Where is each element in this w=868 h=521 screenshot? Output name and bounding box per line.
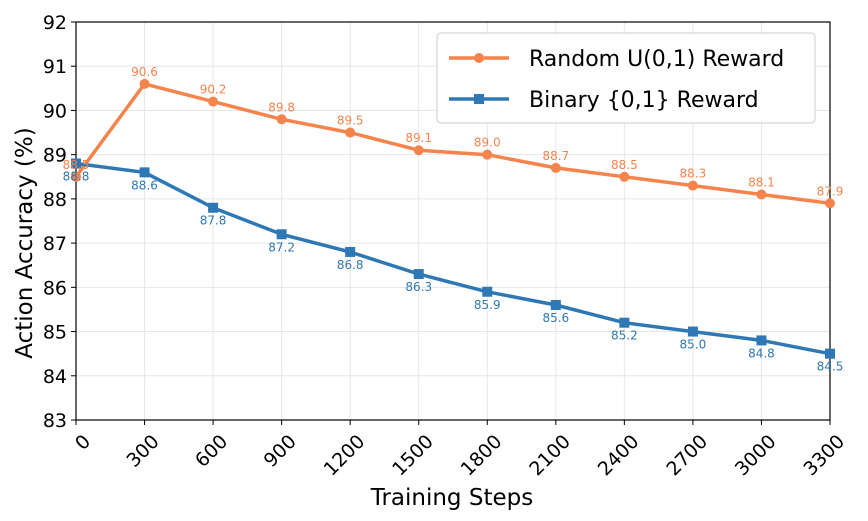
x-tick-label-3: 900 [260, 431, 301, 472]
x-tick-label-10: 3000 [731, 431, 781, 481]
y-tick-label-6: 89 [43, 145, 67, 167]
y-tick-label-7: 90 [43, 100, 67, 122]
series-0-point-11 [825, 198, 835, 209]
series-0-point-2 [208, 96, 219, 107]
x-tick-label-7: 2100 [525, 431, 575, 481]
series-1-data-label-7: 85.6 [542, 311, 569, 325]
x-tick-label-4: 1200 [320, 431, 370, 481]
series-1-point-6 [482, 286, 493, 297]
series-0-data-label-11: 87.9 [817, 184, 844, 198]
series-1-point-4 [345, 246, 356, 257]
series-0-data-label-1: 90.6 [131, 65, 158, 79]
series-1-data-label-8: 85.2 [611, 329, 638, 343]
series-0-point-10 [756, 189, 767, 200]
series-0-point-1 [139, 78, 150, 89]
series-0-point-3 [276, 114, 287, 125]
series-1-point-5 [413, 269, 424, 280]
series-line-1 [75, 161, 831, 356]
series-1-point-8 [619, 317, 630, 328]
series-1-point-7 [550, 300, 561, 311]
series-0-data-label-0: 88.5 [63, 158, 90, 172]
x-tick-label-5: 1500 [388, 431, 438, 481]
legend: Random U(0,1) Reward Binary {0,1} Reward [436, 32, 816, 124]
series-0-point-5 [413, 145, 424, 156]
legend-label-1: Binary {0,1} Reward [529, 88, 759, 113]
y-tick-label-2: 85 [43, 322, 67, 344]
x-tick-label-11: 3300 [799, 431, 849, 481]
series-0-point-6 [482, 149, 493, 160]
x-tick-label-1: 300 [122, 431, 163, 472]
x-tick-label-9: 2700 [662, 431, 712, 481]
series-1-data-label-0: 88.8 [63, 170, 90, 184]
series-0-data-label-9: 88.3 [680, 167, 707, 181]
series-0-data-label-3: 89.8 [268, 100, 295, 114]
series-0-point-4 [345, 127, 356, 138]
series-1-data-label-1: 88.6 [131, 178, 158, 192]
legend-label-0: Random U(0,1) Reward [529, 47, 784, 72]
series-1-data-label-11: 84.5 [817, 360, 844, 374]
series-line-0 [74, 82, 831, 206]
y-tick-label-8: 91 [43, 56, 67, 78]
series-0-data-label-10: 88.1 [748, 175, 775, 189]
y-tick-label-3: 86 [43, 277, 67, 299]
series-0-point-7 [550, 162, 561, 173]
y-tick-label-0: 83 [43, 410, 67, 432]
legend-marker-0 [474, 53, 484, 63]
y-tick-label-5: 88 [43, 189, 67, 211]
series-1-point-3 [276, 229, 287, 240]
series-1-data-label-6: 85.9 [474, 298, 501, 312]
plot-frame [75, 21, 831, 421]
series-0-point-0 [71, 171, 81, 182]
y-tick-label-4: 87 [43, 233, 67, 255]
series-0-data-label-6: 89.0 [474, 136, 501, 150]
series-0-point-8 [619, 171, 630, 182]
y-axis-title: Action Accuracy (%) [12, 127, 38, 358]
x-tick-label-0: 0 [71, 431, 95, 455]
series-1-data-label-9: 85.0 [680, 338, 707, 352]
series-1-point-0 [71, 158, 81, 169]
series-1-data-label-10: 84.8 [748, 346, 775, 360]
series-0-data-label-5: 89.1 [405, 131, 432, 145]
x-tick-label-2: 600 [191, 431, 232, 472]
x-tick-label-6: 1800 [457, 431, 507, 481]
series-1-data-label-2: 87.8 [200, 214, 227, 228]
series-1-point-9 [687, 326, 698, 337]
series-1-data-label-4: 86.8 [337, 258, 364, 272]
series-1-data-label-5: 86.3 [405, 280, 432, 294]
series-1-point-1 [139, 167, 150, 178]
legend-box [436, 32, 816, 124]
series-0-data-label-2: 90.2 [200, 83, 227, 97]
data-labels: 88.5 90.6 90.2 89.8 89.5 89.1 89.0 88.7 88.5 88.3… [63, 65, 844, 374]
series-1-point-11 [825, 348, 835, 359]
series-layer [71, 78, 835, 359]
y-tick-label-1: 84 [43, 366, 67, 388]
series-1-point-10 [756, 335, 767, 346]
x-tick-label-8: 2400 [594, 431, 644, 481]
series-0-data-label-4: 89.5 [337, 114, 364, 128]
series-0-point-9 [687, 180, 698, 191]
x-axis-title: Training Steps [370, 485, 533, 511]
legend-marker-1 [474, 94, 484, 104]
y-tick-label-9: 92 [43, 12, 67, 34]
series-0-data-label-7: 88.7 [542, 149, 569, 163]
series-0-data-label-8: 88.5 [611, 158, 638, 172]
series-1-point-2 [208, 202, 219, 213]
series-1-data-label-3: 87.2 [268, 240, 295, 254]
